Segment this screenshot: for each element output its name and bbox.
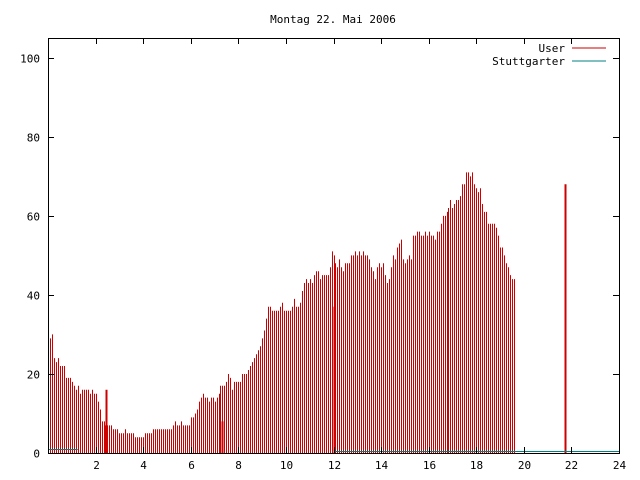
x-tick-label: 8 — [235, 459, 242, 472]
min-max-markers — [105, 184, 567, 453]
y-axis: 0 20 40 60 80 100 — [20, 53, 619, 461]
x-tick-label: 24 — [613, 459, 627, 472]
x-tick-label: 22 — [565, 459, 578, 472]
x-tick-label: 4 — [140, 459, 147, 472]
x-tick-label: 12 — [328, 459, 341, 472]
y-tick-label: 80 — [27, 132, 40, 145]
y-tick-label: 20 — [27, 369, 40, 382]
x-tick-label: 6 — [188, 459, 195, 472]
y-tick-label: 60 — [27, 211, 40, 224]
y-tick-label: 40 — [27, 290, 40, 303]
x-axis: 2 4 6 8 10 12 14 16 18 20 22 24 — [93, 38, 626, 472]
chart-title: Montag 22. Mai 2006 — [270, 13, 396, 26]
x-tick-label: 14 — [375, 459, 389, 472]
x-tick-label: 20 — [518, 459, 531, 472]
x-tick-label: 10 — [280, 459, 293, 472]
user-bars — [48, 172, 515, 453]
x-tick-label: 16 — [423, 459, 436, 472]
x-tick-label: 2 — [93, 459, 100, 472]
x-tick-label: 18 — [470, 459, 483, 472]
y-tick-label: 0 — [33, 448, 40, 461]
legend-label-stuttgarter: Stuttgarter — [492, 55, 565, 68]
legend: User Stuttgarter — [492, 42, 606, 68]
legend-label-user: User — [539, 42, 566, 55]
y-tick-label: 100 — [20, 53, 40, 66]
